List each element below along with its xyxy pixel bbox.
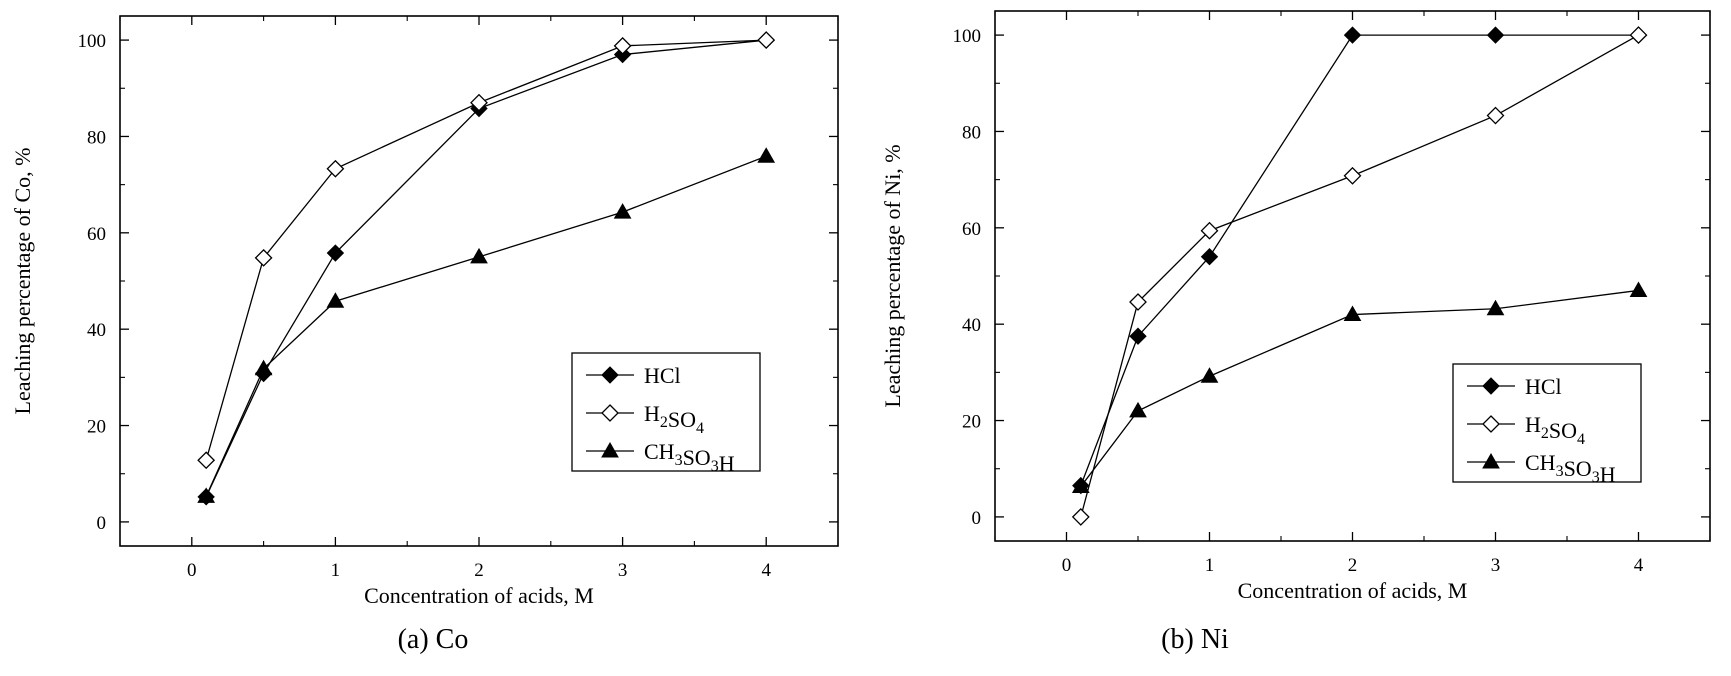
- data-point-co-2: [757, 147, 776, 163]
- data-point-co-2: [254, 359, 273, 376]
- legend-label-ni: H2SO4: [1525, 412, 1585, 448]
- series-line-ni-0: [1080, 34, 1639, 486]
- data-point-ni-0: [1486, 26, 1505, 44]
- data-point-co-1: [197, 451, 216, 470]
- data-point-ni-2: [1486, 299, 1505, 316]
- series-ni-1: [1071, 26, 1648, 526]
- chart-caption-ni: (b) Ni: [1161, 624, 1229, 655]
- x-tick-label-co: 4: [761, 560, 771, 581]
- data-point-ni-2: [1629, 281, 1648, 297]
- data-point-ni-2: [1071, 477, 1090, 494]
- data-point-co-1: [613, 36, 632, 55]
- legend-marker-ni: [1482, 415, 1500, 433]
- x-tick-label-co: 1: [331, 560, 341, 581]
- data-point-ni-1: [1071, 507, 1090, 526]
- y-tick-label-co: 20: [87, 417, 106, 438]
- chart-panel-co: 0 1 2 3 4 0 20 40 60 80 100 Concentration of acids,…: [0, 0, 865, 676]
- data-point-co-1: [326, 159, 345, 178]
- y-tick-label-co: 60: [87, 224, 106, 245]
- x-tick-label-co: 2: [474, 560, 484, 581]
- data-point-ni-1: [1629, 26, 1648, 45]
- series-co-1: [197, 31, 776, 470]
- data-point-ni-1: [1343, 166, 1362, 185]
- data-point-ni-1: [1200, 221, 1219, 240]
- y-tick-label-ni: 60: [962, 219, 981, 240]
- data-point-ni-0: [1343, 26, 1362, 44]
- y-tick-label-co: 100: [78, 31, 107, 52]
- y-axis-label-ni: Leaching percentage of Ni, %: [880, 144, 905, 407]
- x-axis-label-co: Concentration of acids, M: [364, 583, 594, 608]
- data-point-co-1: [470, 93, 488, 112]
- data-point-co-1: [757, 31, 776, 50]
- data-point-ni-0: [1200, 248, 1219, 266]
- chart-caption-co: (a) Co: [397, 624, 469, 655]
- y-tick-label-ni: 0: [972, 508, 982, 529]
- series-ni-2: [1071, 281, 1648, 494]
- x-tick-label-ni: 1: [1205, 555, 1215, 576]
- legend-marker-ni: [1482, 377, 1500, 395]
- x-tick-label-ni: 0: [1062, 555, 1072, 576]
- data-point-co-2: [470, 247, 488, 264]
- legend-label-co: HCl: [644, 363, 681, 388]
- data-point-ni-2: [1200, 367, 1219, 383]
- legend-marker-ni: [1482, 452, 1500, 469]
- y-tick-label-ni: 20: [962, 412, 981, 433]
- x-tick-label-ni: 2: [1348, 555, 1358, 576]
- legend-label-co: H2SO4: [644, 401, 704, 437]
- series-line-ni-2: [1080, 289, 1639, 487]
- x-axis-label-ni: Concentration of acids, M: [1238, 578, 1468, 603]
- y-tick-label-ni: 40: [962, 315, 981, 336]
- legend-label-ni: CH3SO3H: [1525, 450, 1616, 487]
- series-line-co-2: [205, 155, 767, 497]
- data-point-ni-2: [1343, 305, 1362, 322]
- y-tick-label-co: 80: [87, 127, 106, 148]
- series-line-co-0: [205, 39, 767, 498]
- legend-label-co: CH3SO3H: [644, 439, 735, 476]
- series-line-co-1: [205, 39, 767, 461]
- data-point-ni-1: [1486, 106, 1505, 125]
- legend-marker-co: [601, 366, 619, 384]
- data-point-co-0: [326, 244, 345, 262]
- x-tick-label-co: 3: [618, 560, 628, 581]
- data-point-ni-0: [1129, 327, 1147, 345]
- data-point-co-1: [254, 248, 273, 267]
- y-tick-label-co: 0: [97, 513, 107, 534]
- data-point-ni-1: [1129, 293, 1147, 311]
- y-axis-label-co: Leaching percentage of Co, %: [10, 148, 35, 415]
- data-point-ni-2: [1129, 401, 1147, 418]
- data-point-co-2: [613, 203, 632, 219]
- data-point-co-2: [197, 487, 216, 503]
- x-tick-label-ni: 3: [1491, 555, 1501, 576]
- chart-panel-ni: 0 1 2 3 4 0 20 40 60 80 100 Concentration of acids,…: [865, 0, 1731, 676]
- y-tick-label-co: 40: [87, 320, 106, 341]
- series-line-ni-1: [1080, 34, 1639, 518]
- y-tick-label-ni: 100: [953, 26, 982, 47]
- series-co-2: [197, 147, 776, 503]
- data-point-co-2: [326, 292, 345, 308]
- x-tick-label-ni: 4: [1634, 555, 1644, 576]
- y-tick-label-ni: 80: [962, 122, 981, 143]
- x-tick-label-co: 0: [187, 560, 197, 581]
- legend-marker-co: [601, 404, 619, 422]
- legend-label-ni: HCl: [1525, 374, 1562, 399]
- legend-marker-co: [601, 441, 619, 458]
